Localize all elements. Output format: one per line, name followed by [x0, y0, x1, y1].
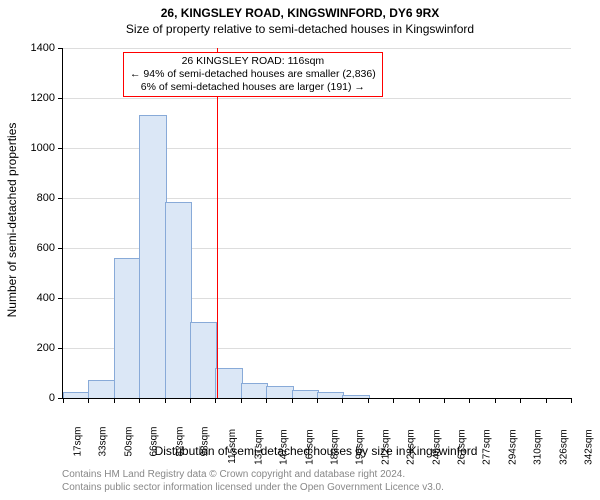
- y-tick: [58, 98, 63, 99]
- x-tick: [546, 398, 547, 403]
- histogram-bar: [88, 380, 115, 399]
- x-tick: [368, 398, 369, 403]
- gridline: [58, 148, 571, 149]
- title-sub: Size of property relative to semi-detach…: [0, 22, 600, 36]
- y-tick: [58, 198, 63, 199]
- x-tick: [393, 398, 394, 403]
- x-tick: [317, 398, 318, 403]
- y-tick-label: 0: [49, 392, 55, 404]
- annotation-line: 26 KINGSLEY ROAD: 116sqm: [130, 55, 376, 68]
- x-tick: [215, 398, 216, 403]
- y-tick-label: 1400: [31, 42, 55, 54]
- y-tick: [58, 48, 63, 49]
- x-tick: [190, 398, 191, 403]
- histogram-bar: [190, 322, 217, 398]
- y-tick-label: 1000: [31, 142, 55, 154]
- gridline: [58, 98, 571, 99]
- gridline: [58, 48, 571, 49]
- x-tick: [241, 398, 242, 403]
- x-tick: [88, 398, 89, 403]
- x-tick: [444, 398, 445, 403]
- y-axis-label: Number of semi-detached properties: [5, 123, 19, 318]
- y-tick-label: 400: [37, 292, 55, 304]
- histogram-bar: [266, 386, 293, 398]
- y-tick: [58, 248, 63, 249]
- histogram-bar: [292, 390, 319, 399]
- histogram-bar: [215, 368, 242, 398]
- x-tick-label: 342sqm: [583, 429, 594, 465]
- y-tick: [58, 348, 63, 349]
- x-tick: [63, 398, 64, 403]
- histogram-bar: [241, 383, 268, 398]
- x-tick: [469, 398, 470, 403]
- annotation-line: 6% of semi-detached houses are larger (1…: [130, 81, 376, 94]
- x-tick: [292, 398, 293, 403]
- footer-line-2: Contains public sector information licen…: [62, 482, 570, 495]
- x-tick: [571, 398, 572, 403]
- gridline: [58, 198, 571, 199]
- histogram-bar: [165, 202, 192, 398]
- x-tick: [342, 398, 343, 403]
- histogram-bar: [139, 115, 166, 399]
- reference-line: [217, 48, 218, 398]
- annotation-box: 26 KINGSLEY ROAD: 116sqm← 94% of semi-de…: [123, 52, 383, 97]
- histogram-bar: [63, 392, 90, 398]
- gridline: [58, 248, 571, 249]
- footer-attribution: Contains HM Land Registry data © Crown c…: [62, 469, 570, 494]
- y-tick-label: 600: [37, 242, 55, 254]
- x-tick: [419, 398, 420, 403]
- chart-plot-area: 26 KINGSLEY ROAD: 116sqm← 94% of semi-de…: [62, 48, 571, 399]
- y-tick-label: 800: [37, 192, 55, 204]
- footer-line-1: Contains HM Land Registry data © Crown c…: [62, 469, 570, 482]
- histogram-bar: [114, 258, 141, 398]
- y-tick: [58, 298, 63, 299]
- x-tick: [495, 398, 496, 403]
- x-tick: [165, 398, 166, 403]
- x-tick: [139, 398, 140, 403]
- y-tick-label: 200: [37, 342, 55, 354]
- x-tick: [114, 398, 115, 403]
- title-main: 26, KINGSLEY ROAD, KINGSWINFORD, DY6 9RX: [0, 6, 600, 20]
- y-tick: [58, 148, 63, 149]
- annotation-line: ← 94% of semi-detached houses are smalle…: [130, 68, 376, 81]
- x-axis-label: Distribution of semi-detached houses by …: [62, 444, 570, 458]
- x-tick: [520, 398, 521, 403]
- histogram-bar: [342, 395, 369, 399]
- y-tick-label: 1200: [31, 92, 55, 104]
- histogram-bar: [317, 392, 344, 398]
- x-tick: [266, 398, 267, 403]
